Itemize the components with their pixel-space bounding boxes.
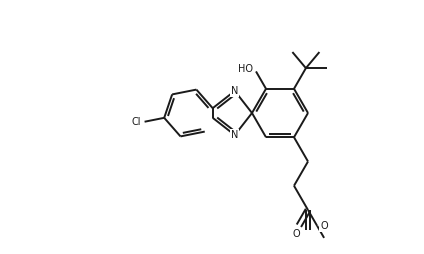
Text: Cl: Cl: [131, 117, 141, 127]
Text: O: O: [320, 221, 328, 231]
Text: N: N: [231, 86, 238, 96]
Text: HO: HO: [238, 65, 253, 74]
Text: N: N: [231, 130, 238, 140]
Text: O: O: [292, 229, 300, 239]
